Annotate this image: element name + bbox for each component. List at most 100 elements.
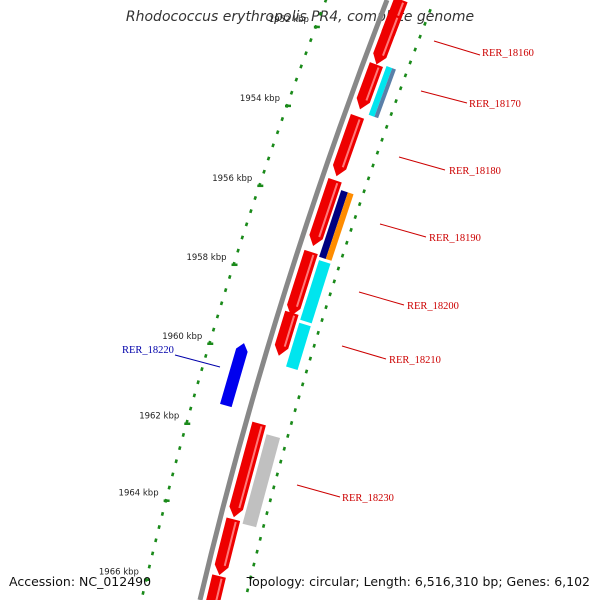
tick-mark bbox=[403, 73, 408, 78]
gene-highlight bbox=[341, 119, 361, 168]
tick-mark bbox=[300, 382, 305, 387]
gene-label: RER_18170 bbox=[469, 99, 521, 110]
tick-mark bbox=[318, 11, 323, 16]
gene-label: RER_18200 bbox=[407, 301, 459, 312]
tick-mark bbox=[240, 235, 245, 240]
tick-mark bbox=[297, 395, 301, 400]
tick-mark bbox=[389, 111, 394, 117]
tick-mark bbox=[252, 562, 256, 567]
tick-mark bbox=[174, 459, 178, 464]
tick-mark bbox=[262, 169, 266, 174]
tick-mark bbox=[227, 274, 232, 280]
tick-mark bbox=[418, 34, 422, 39]
feature-bar bbox=[374, 68, 396, 119]
tick-mark bbox=[258, 536, 263, 541]
tick-mark bbox=[345, 240, 349, 245]
gene-highlight bbox=[223, 521, 237, 567]
tick-mark bbox=[304, 51, 308, 56]
feature-bar bbox=[325, 192, 354, 261]
gene-label: RER_18160 bbox=[482, 48, 534, 59]
tick-mark bbox=[413, 47, 418, 52]
tick-mark bbox=[181, 432, 186, 438]
tick-mark bbox=[398, 86, 403, 91]
tick-mark bbox=[308, 356, 313, 361]
gene-leader-line bbox=[296, 484, 341, 498]
tick-mark bbox=[357, 202, 362, 207]
gene-leader-line bbox=[174, 354, 221, 368]
tick-mark bbox=[245, 588, 250, 593]
tick-mark bbox=[188, 406, 193, 411]
topology-label: Topology: circular; Length: 6,516,310 bp… bbox=[246, 574, 590, 589]
tick-mark bbox=[261, 523, 266, 529]
gene-label: RER_18230 bbox=[342, 493, 394, 504]
gene-highlight bbox=[365, 67, 380, 101]
tick-mark bbox=[215, 314, 220, 319]
scale-label: 1964 kbp bbox=[119, 489, 159, 499]
feature-bar bbox=[368, 66, 393, 117]
gene-leader-line bbox=[433, 40, 481, 56]
tick-mark bbox=[157, 525, 161, 530]
gene-leader-line bbox=[398, 156, 446, 171]
gene-leader-line bbox=[341, 345, 387, 360]
tick-mark bbox=[316, 330, 320, 336]
feature-bar bbox=[286, 322, 311, 370]
tick-mark bbox=[248, 575, 253, 580]
tick-mark bbox=[312, 343, 316, 348]
tick-mark bbox=[375, 150, 380, 155]
tick-mark bbox=[324, 305, 328, 310]
tick-mark bbox=[265, 511, 269, 516]
tick-mark bbox=[236, 248, 240, 253]
tick-mark bbox=[371, 163, 375, 168]
reverse-gene-arrow bbox=[220, 343, 248, 408]
tick-mark bbox=[244, 222, 249, 227]
inner-tick-row bbox=[141, 0, 328, 596]
tick-mark bbox=[423, 21, 427, 26]
tick-mark bbox=[268, 498, 273, 503]
scale-label: 1952 kbp bbox=[269, 15, 309, 25]
gene-leader-line bbox=[358, 291, 405, 306]
tick-mark bbox=[362, 189, 366, 194]
gene-arrow bbox=[332, 114, 365, 177]
gene-label: RER_18210 bbox=[389, 355, 441, 366]
tick-mark bbox=[394, 98, 398, 104]
scale-label: 1956 kbp bbox=[212, 174, 252, 184]
gene-leader-line bbox=[420, 90, 468, 104]
tick-mark bbox=[271, 143, 275, 148]
tick-mark bbox=[289, 420, 294, 426]
gene-highlight bbox=[238, 426, 263, 509]
feature-bar bbox=[300, 260, 331, 324]
gene-highlight bbox=[318, 182, 339, 238]
tick-mark bbox=[223, 288, 228, 293]
tick-mark bbox=[380, 137, 384, 142]
tick-mark bbox=[204, 353, 208, 359]
tick-mark bbox=[219, 301, 224, 306]
tick-mark bbox=[328, 292, 332, 297]
gene-leader-line bbox=[379, 223, 427, 238]
tick-mark bbox=[280, 116, 285, 122]
tick-mark bbox=[304, 369, 309, 374]
scale-label: 1966 kbp bbox=[99, 568, 139, 578]
tick-mark bbox=[279, 459, 283, 464]
gene-highlight bbox=[382, 17, 399, 56]
tick-mark bbox=[141, 590, 145, 596]
tick-mark bbox=[249, 209, 253, 214]
gene-highlight bbox=[295, 254, 315, 308]
accession-label: Accession: NC_012490 bbox=[9, 574, 152, 589]
tick-mark bbox=[154, 538, 158, 543]
tick-mark bbox=[349, 227, 353, 233]
genome-backbone bbox=[197, 0, 390, 600]
tick-mark bbox=[196, 380, 200, 385]
tick-mark bbox=[286, 433, 290, 438]
feature-bar bbox=[319, 190, 348, 259]
tick-mark bbox=[340, 253, 345, 258]
tick-mark bbox=[167, 485, 171, 490]
tick-mark bbox=[323, 0, 328, 3]
tick-mark bbox=[170, 472, 175, 477]
tick-mark bbox=[308, 38, 313, 43]
tick-mark bbox=[160, 511, 165, 516]
tick-mark bbox=[428, 8, 432, 14]
tick-mark bbox=[255, 549, 259, 554]
tick-mark bbox=[147, 564, 152, 569]
